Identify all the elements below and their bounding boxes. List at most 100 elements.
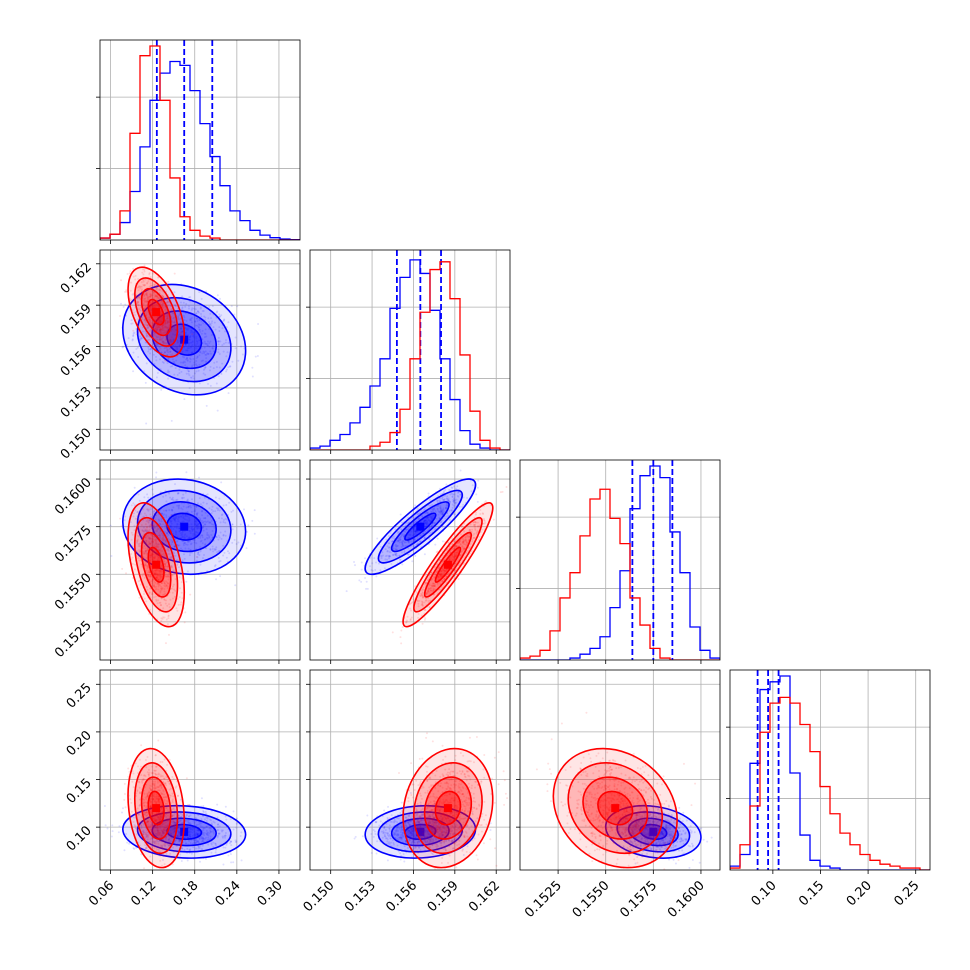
sample-point xyxy=(154,555,157,558)
sample-point xyxy=(202,322,205,325)
sample-point xyxy=(177,515,180,518)
sample-point xyxy=(224,341,227,344)
sample-point xyxy=(143,576,146,579)
sample-point xyxy=(208,521,211,524)
sample-point xyxy=(158,536,161,539)
sample-point xyxy=(135,333,138,336)
sample-point xyxy=(212,523,215,526)
sample-point xyxy=(169,526,172,529)
sample-point xyxy=(149,301,152,304)
sample-point xyxy=(173,316,176,319)
sample-point xyxy=(191,340,194,343)
sample-point xyxy=(186,570,189,573)
sample-point xyxy=(174,328,177,331)
sample-point xyxy=(194,324,197,327)
sample-point xyxy=(171,328,174,331)
sample-point xyxy=(136,541,139,544)
sample-point xyxy=(161,539,164,542)
sample-point xyxy=(159,331,162,334)
sample-point xyxy=(147,295,150,298)
sample-point xyxy=(164,308,167,311)
sample-point xyxy=(165,347,168,350)
sample-point xyxy=(424,617,427,620)
sample-point xyxy=(149,523,152,526)
sample-point xyxy=(171,323,174,326)
density-peak-0 xyxy=(416,522,425,531)
sample-point xyxy=(166,317,169,320)
sample-point xyxy=(172,321,175,324)
sample-point xyxy=(155,576,158,579)
sample-point xyxy=(167,333,170,336)
sample-point xyxy=(150,533,153,536)
sample-point xyxy=(164,574,167,577)
sample-point xyxy=(221,362,224,365)
panel-content xyxy=(100,40,300,240)
sample-point xyxy=(151,324,154,327)
y-tick-label: 0.159 xyxy=(58,301,95,338)
sample-point xyxy=(180,334,183,337)
sample-point xyxy=(151,550,154,553)
sample-point xyxy=(143,307,146,310)
sample-point xyxy=(156,319,159,322)
sample-point xyxy=(167,351,170,354)
sample-point xyxy=(148,543,151,546)
sample-point xyxy=(146,546,149,549)
sample-point xyxy=(140,563,143,566)
sample-point xyxy=(152,572,155,575)
sample-point xyxy=(185,357,188,360)
sample-point xyxy=(153,526,156,529)
y-tick-label: 0.1550 xyxy=(52,571,95,614)
sample-point xyxy=(218,497,221,500)
sample-point xyxy=(123,519,126,522)
sample-point xyxy=(154,569,157,572)
sample-point xyxy=(135,347,138,350)
sample-point xyxy=(196,342,199,345)
sample-point xyxy=(206,340,209,343)
sample-point xyxy=(153,344,156,347)
sample-point xyxy=(204,516,207,519)
sample-point xyxy=(138,513,141,516)
sample-point xyxy=(142,280,145,283)
sample-point xyxy=(198,324,201,327)
sample-point xyxy=(178,344,181,347)
sample-point xyxy=(166,327,169,330)
sample-point xyxy=(146,508,149,511)
sample-point xyxy=(167,326,170,329)
sample-point xyxy=(184,364,187,367)
sample-point xyxy=(142,551,145,554)
sample-point xyxy=(154,595,157,598)
sample-point xyxy=(197,523,200,526)
sample-point xyxy=(210,508,213,511)
sample-point xyxy=(153,345,156,348)
sample-point xyxy=(365,580,368,583)
sample-point xyxy=(149,559,152,562)
sample-point xyxy=(459,469,462,472)
sample-point xyxy=(160,351,163,354)
sample-point xyxy=(197,369,200,372)
sample-point xyxy=(198,476,201,479)
sample-point xyxy=(131,338,134,341)
sample-point xyxy=(156,327,159,330)
sample-point xyxy=(230,305,233,308)
sample-point xyxy=(225,368,228,371)
sample-point xyxy=(151,578,154,581)
sample-point xyxy=(193,336,196,339)
sample-point xyxy=(159,358,162,361)
sample-point xyxy=(234,347,237,350)
sample-point xyxy=(181,597,184,600)
sample-point xyxy=(148,285,151,288)
sample-point xyxy=(162,329,165,332)
sample-point xyxy=(220,373,223,376)
sample-point xyxy=(144,305,147,308)
sample-point xyxy=(175,346,178,349)
sample-point xyxy=(195,513,198,516)
sample-point xyxy=(165,500,168,503)
sample-point xyxy=(137,493,140,496)
sample-point xyxy=(233,313,236,316)
sample-point xyxy=(199,350,202,353)
sample-point xyxy=(134,517,137,520)
sample-point xyxy=(184,514,187,517)
sample-point xyxy=(161,588,164,591)
sample-point xyxy=(152,544,155,547)
sample-point xyxy=(190,510,193,513)
